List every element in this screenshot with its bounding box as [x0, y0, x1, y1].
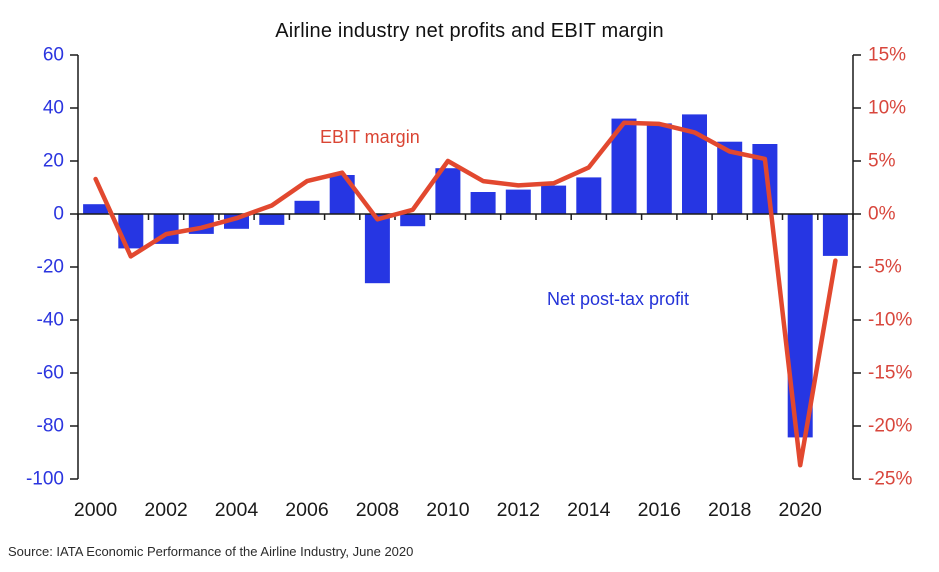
net-profit-series-label: Net post-tax profit	[547, 289, 690, 309]
x-axis-year-label: 2004	[215, 499, 259, 521]
profit-bar-2005	[259, 214, 285, 225]
right-axis-tick-label: -10%	[868, 310, 912, 331]
left-axis-tick-label: 40	[43, 98, 64, 119]
profit-bar-2014	[576, 177, 602, 214]
x-axis-year-label: 2006	[285, 499, 328, 521]
profit-bar-2019	[752, 144, 778, 214]
chart-title: Airline industry net profits and EBIT ma…	[275, 20, 664, 42]
profit-bar-2011	[470, 192, 496, 214]
x-axis-year-label: 2018	[708, 499, 751, 521]
x-axis-year-label: 2012	[497, 499, 540, 521]
profit-bar-2013	[541, 185, 567, 214]
source-attribution: Source: IATA Economic Performance of the…	[8, 544, 414, 559]
profit-bar-2021	[822, 214, 848, 256]
left-axis-tick-label: -20	[37, 257, 64, 278]
profit-bar-2001	[118, 214, 144, 249]
profit-bar-2009	[400, 214, 426, 227]
x-axis-year-label: 2010	[426, 499, 470, 521]
right-axis-tick-label: 10%	[868, 98, 906, 119]
ebit-margin-series-label: EBIT margin	[320, 127, 420, 147]
x-axis-year-label: 2002	[144, 499, 187, 521]
right-axis-tick-label: 15%	[868, 45, 906, 66]
left-axis-tick-label: -100	[26, 469, 64, 490]
x-axis-year-label: 2014	[567, 499, 611, 521]
left-axis-tick-label: -40	[37, 310, 64, 331]
x-axis-year-label: 2008	[356, 499, 399, 521]
profit-bar-2000	[83, 204, 109, 214]
profit-bar-2012	[505, 189, 531, 214]
left-axis-tick-label: 20	[43, 151, 64, 172]
right-axis-tick-label: 0%	[868, 204, 896, 225]
left-axis-tick-label: 0	[53, 204, 64, 225]
x-axis-year-label: 2000	[74, 499, 118, 521]
right-axis-tick-label: -5%	[868, 257, 902, 278]
left-axis-tick-label: 60	[43, 45, 64, 66]
right-axis-tick-label: -20%	[868, 416, 912, 437]
x-axis-year-label: 2016	[638, 499, 681, 521]
left-axis-tick-label: -80	[37, 416, 64, 437]
profit-bar-2016	[646, 123, 672, 214]
profit-bar-2008	[364, 214, 390, 284]
x-axis-year-label: 2020	[779, 499, 823, 521]
profit-bar-2006	[294, 200, 320, 215]
ebit-margin-line	[93, 120, 838, 468]
left-axis-tick-label: -60	[37, 363, 64, 384]
right-axis-tick-label: -15%	[868, 363, 912, 384]
right-axis-tick-label: -25%	[868, 469, 912, 490]
right-axis-tick-label: 5%	[868, 151, 896, 172]
